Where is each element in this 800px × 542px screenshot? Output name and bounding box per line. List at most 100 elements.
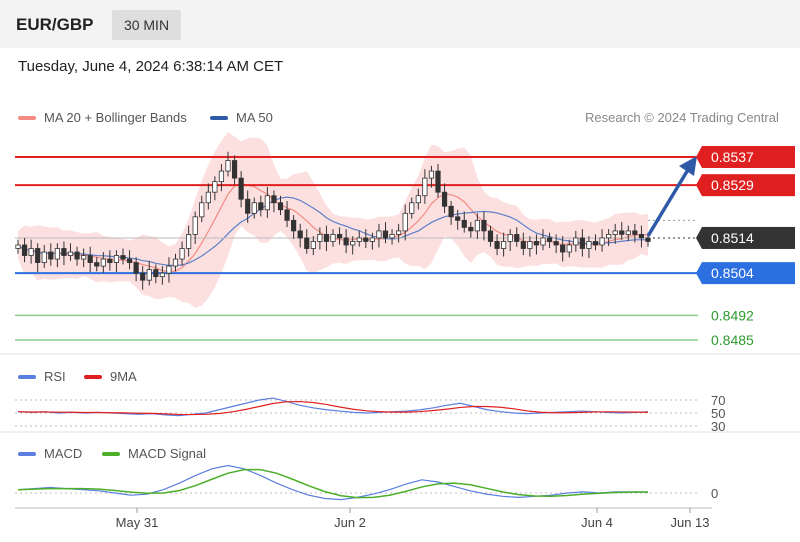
candle-body bbox=[35, 248, 41, 263]
legend-macd-signal: MACD Signal bbox=[102, 446, 206, 461]
candle-body bbox=[179, 248, 185, 260]
level-label-4: 0.8492 bbox=[711, 307, 754, 323]
timeframe-badge[interactable]: 30 MIN bbox=[112, 10, 181, 40]
candle-body bbox=[153, 269, 159, 278]
candle-body bbox=[573, 237, 579, 246]
candle-body bbox=[159, 272, 165, 278]
legend-rsi: RSI bbox=[18, 369, 66, 384]
rsi-level-label: 70 bbox=[711, 393, 725, 408]
candle-body bbox=[205, 191, 211, 204]
legend-rsi-label: RSI bbox=[44, 369, 66, 384]
level-label-1: 0.8529 bbox=[711, 177, 754, 193]
candle-body bbox=[192, 216, 198, 235]
candle-body bbox=[87, 255, 93, 263]
candle-body bbox=[218, 170, 225, 183]
candle-body bbox=[48, 251, 54, 260]
level-labels: 0.8537 0.8529 0.8514 0.8504 0.8492 0.8485 bbox=[696, 146, 795, 348]
candle-body bbox=[336, 234, 343, 239]
candle-body bbox=[330, 234, 336, 242]
candle-body bbox=[212, 181, 218, 193]
candle-body bbox=[533, 241, 540, 246]
candle-body bbox=[645, 237, 651, 242]
candle-body bbox=[481, 219, 487, 232]
candle-body bbox=[586, 241, 592, 249]
legend-macd-swatch bbox=[18, 451, 36, 456]
candle-body bbox=[566, 244, 572, 253]
macd-panel: 0 bbox=[15, 464, 718, 501]
candle-body bbox=[520, 241, 526, 249]
research-credit: Research © 2024 Trading Central bbox=[585, 110, 779, 125]
level-label-2: 0.8514 bbox=[711, 230, 754, 246]
candle-body bbox=[54, 248, 60, 260]
candle-body bbox=[186, 234, 192, 249]
macd-zero-label: 0 bbox=[711, 486, 718, 501]
candle-body bbox=[67, 251, 74, 256]
legend-ma20: MA 20 + Bollinger Bands bbox=[18, 110, 187, 125]
candle-body bbox=[461, 219, 467, 228]
candle-body bbox=[409, 202, 415, 214]
candle-body bbox=[120, 255, 126, 260]
candle-body bbox=[553, 241, 559, 246]
x-axis-ticks: May 31 Jun 2 Jun 4 Jun 13 bbox=[116, 508, 710, 530]
x-tick-label: Jun 4 bbox=[581, 515, 613, 530]
level-tag-1 bbox=[702, 174, 795, 197]
candle-body bbox=[199, 202, 205, 218]
level-tag-2 bbox=[702, 226, 795, 249]
candle-body bbox=[100, 258, 106, 267]
x-tick-label: Jun 13 bbox=[670, 515, 709, 530]
candle-body bbox=[251, 202, 257, 214]
timestamp: Tuesday, June 4, 2024 6:38:14 AM CET bbox=[18, 58, 284, 75]
candle-body bbox=[284, 209, 290, 221]
level-label-0: 0.8537 bbox=[711, 149, 754, 165]
candle-body bbox=[540, 237, 546, 246]
candle-body bbox=[448, 205, 454, 218]
candle-body bbox=[126, 258, 133, 263]
candle-body bbox=[146, 269, 152, 281]
candle-body bbox=[323, 234, 330, 242]
candle-body bbox=[468, 226, 474, 232]
bollinger-fill bbox=[18, 132, 648, 308]
instrument-pair: EUR/GBP bbox=[16, 15, 94, 34]
candle-body bbox=[74, 251, 80, 260]
candle-body bbox=[271, 195, 277, 204]
legend-macd: MACD bbox=[18, 446, 82, 461]
candle-body bbox=[435, 170, 441, 193]
arrow-head bbox=[679, 156, 697, 176]
level-tag-pointer-1 bbox=[696, 174, 702, 197]
candle-body bbox=[245, 198, 251, 214]
candle-body bbox=[599, 237, 605, 246]
candle-body bbox=[422, 177, 428, 197]
legend-rsi-ma-swatch bbox=[84, 374, 102, 379]
candle-body bbox=[402, 212, 408, 232]
legend-ma50: MA 50 bbox=[210, 110, 273, 125]
macd-line bbox=[17, 464, 648, 501]
candle-body bbox=[632, 230, 638, 235]
level-tag-pointer-3 bbox=[696, 262, 702, 285]
candle-body bbox=[592, 241, 599, 246]
candle-body bbox=[356, 237, 362, 242]
level-tag-3 bbox=[702, 262, 795, 285]
candle-body bbox=[94, 262, 100, 267]
candle-body bbox=[304, 237, 310, 249]
candle-body bbox=[389, 234, 395, 239]
candle-body bbox=[619, 230, 625, 235]
candle-body bbox=[231, 160, 238, 179]
legend-macd-label: MACD bbox=[44, 446, 83, 461]
candle-body bbox=[606, 234, 612, 239]
bollinger-bands bbox=[17, 132, 649, 308]
candle-body bbox=[61, 248, 67, 256]
candle-body bbox=[350, 241, 356, 246]
candle-body bbox=[579, 237, 585, 249]
level-label-3: 0.8504 bbox=[711, 265, 754, 281]
rsi-level-label: 30 bbox=[711, 419, 725, 434]
candle-body bbox=[415, 195, 421, 204]
candle-body bbox=[225, 160, 231, 172]
candle-body bbox=[625, 230, 631, 235]
macd-signal-line bbox=[17, 468, 648, 499]
candle-body bbox=[382, 230, 389, 239]
candle-body bbox=[140, 272, 146, 281]
x-tick-label: Jun 2 bbox=[334, 515, 366, 530]
legend-ma50-swatch bbox=[210, 115, 228, 120]
candle-body bbox=[297, 230, 303, 239]
forecast-arrow bbox=[646, 156, 697, 237]
